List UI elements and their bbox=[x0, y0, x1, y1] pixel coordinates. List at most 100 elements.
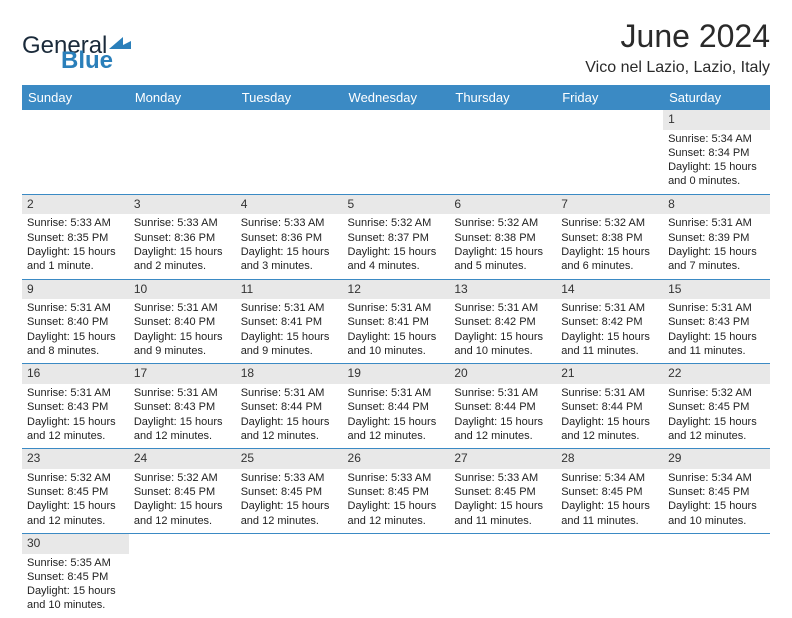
calendar-cell: 29Sunrise: 5:34 AMSunset: 8:45 PMDayligh… bbox=[663, 449, 770, 534]
calendar-cell: 26Sunrise: 5:33 AMSunset: 8:45 PMDayligh… bbox=[343, 449, 450, 534]
day-info: Sunrise: 5:31 AMSunset: 8:43 PMDaylight:… bbox=[27, 386, 124, 443]
calendar-week-row: 16Sunrise: 5:31 AMSunset: 8:43 PMDayligh… bbox=[22, 364, 770, 449]
calendar-cell: 22Sunrise: 5:32 AMSunset: 8:45 PMDayligh… bbox=[663, 364, 770, 449]
day-number: 29 bbox=[663, 449, 770, 469]
day-info: Sunrise: 5:31 AMSunset: 8:44 PMDaylight:… bbox=[241, 386, 338, 443]
calendar-cell: 20Sunrise: 5:31 AMSunset: 8:44 PMDayligh… bbox=[449, 364, 556, 449]
day-info: Sunrise: 5:34 AMSunset: 8:34 PMDaylight:… bbox=[668, 132, 765, 189]
calendar-cell: 4Sunrise: 5:33 AMSunset: 8:36 PMDaylight… bbox=[236, 194, 343, 279]
day-info: Sunrise: 5:35 AMSunset: 8:45 PMDaylight:… bbox=[27, 556, 124, 613]
logo-text-2: Blue bbox=[61, 47, 113, 75]
calendar-cell: 16Sunrise: 5:31 AMSunset: 8:43 PMDayligh… bbox=[22, 364, 129, 449]
day-number: 4 bbox=[236, 195, 343, 215]
day-info: Sunrise: 5:31 AMSunset: 8:40 PMDaylight:… bbox=[27, 301, 124, 358]
weekday-header: Thursday bbox=[449, 85, 556, 110]
day-info: Sunrise: 5:32 AMSunset: 8:45 PMDaylight:… bbox=[134, 471, 231, 528]
title-block: June 2024 Vico nel Lazio, Lazio, Italy bbox=[585, 18, 770, 77]
day-info: Sunrise: 5:31 AMSunset: 8:44 PMDaylight:… bbox=[348, 386, 445, 443]
calendar-cell: 23Sunrise: 5:32 AMSunset: 8:45 PMDayligh… bbox=[22, 449, 129, 534]
day-number: 5 bbox=[343, 195, 450, 215]
day-number: 28 bbox=[556, 449, 663, 469]
weekday-header: Monday bbox=[129, 85, 236, 110]
day-number: 17 bbox=[129, 364, 236, 384]
calendar-cell bbox=[663, 533, 770, 617]
day-number: 13 bbox=[449, 280, 556, 300]
weekday-header: Saturday bbox=[663, 85, 770, 110]
calendar-cell: 6Sunrise: 5:32 AMSunset: 8:38 PMDaylight… bbox=[449, 194, 556, 279]
calendar-cell: 25Sunrise: 5:33 AMSunset: 8:45 PMDayligh… bbox=[236, 449, 343, 534]
calendar-cell: 7Sunrise: 5:32 AMSunset: 8:38 PMDaylight… bbox=[556, 194, 663, 279]
day-info: Sunrise: 5:33 AMSunset: 8:35 PMDaylight:… bbox=[27, 216, 124, 273]
day-number: 14 bbox=[556, 280, 663, 300]
day-number: 9 bbox=[22, 280, 129, 300]
calendar-cell bbox=[236, 533, 343, 617]
day-info: Sunrise: 5:31 AMSunset: 8:43 PMDaylight:… bbox=[134, 386, 231, 443]
day-info: Sunrise: 5:32 AMSunset: 8:38 PMDaylight:… bbox=[454, 216, 551, 273]
day-info: Sunrise: 5:31 AMSunset: 8:44 PMDaylight:… bbox=[454, 386, 551, 443]
calendar-cell bbox=[236, 110, 343, 194]
weekday-header: Sunday bbox=[22, 85, 129, 110]
day-number: 12 bbox=[343, 280, 450, 300]
day-number: 24 bbox=[129, 449, 236, 469]
day-number: 22 bbox=[663, 364, 770, 384]
weekday-header: Friday bbox=[556, 85, 663, 110]
day-info: Sunrise: 5:32 AMSunset: 8:45 PMDaylight:… bbox=[27, 471, 124, 528]
day-info: Sunrise: 5:31 AMSunset: 8:39 PMDaylight:… bbox=[668, 216, 765, 273]
calendar-cell: 10Sunrise: 5:31 AMSunset: 8:40 PMDayligh… bbox=[129, 279, 236, 364]
day-info: Sunrise: 5:32 AMSunset: 8:37 PMDaylight:… bbox=[348, 216, 445, 273]
calendar-cell: 14Sunrise: 5:31 AMSunset: 8:42 PMDayligh… bbox=[556, 279, 663, 364]
calendar-cell: 2Sunrise: 5:33 AMSunset: 8:35 PMDaylight… bbox=[22, 194, 129, 279]
day-number: 8 bbox=[663, 195, 770, 215]
weekday-header: Wednesday bbox=[343, 85, 450, 110]
calendar-cell: 18Sunrise: 5:31 AMSunset: 8:44 PMDayligh… bbox=[236, 364, 343, 449]
day-number: 15 bbox=[663, 280, 770, 300]
day-info: Sunrise: 5:33 AMSunset: 8:45 PMDaylight:… bbox=[241, 471, 338, 528]
calendar-cell: 21Sunrise: 5:31 AMSunset: 8:44 PMDayligh… bbox=[556, 364, 663, 449]
calendar-cell bbox=[343, 110, 450, 194]
day-number: 23 bbox=[22, 449, 129, 469]
day-info: Sunrise: 5:31 AMSunset: 8:41 PMDaylight:… bbox=[348, 301, 445, 358]
calendar-cell: 12Sunrise: 5:31 AMSunset: 8:41 PMDayligh… bbox=[343, 279, 450, 364]
calendar-cell bbox=[343, 533, 450, 617]
calendar-table: SundayMondayTuesdayWednesdayThursdayFrid… bbox=[22, 85, 770, 618]
day-info: Sunrise: 5:31 AMSunset: 8:42 PMDaylight:… bbox=[561, 301, 658, 358]
day-number: 25 bbox=[236, 449, 343, 469]
day-info: Sunrise: 5:31 AMSunset: 8:40 PMDaylight:… bbox=[134, 301, 231, 358]
day-info: Sunrise: 5:31 AMSunset: 8:44 PMDaylight:… bbox=[561, 386, 658, 443]
day-number: 11 bbox=[236, 280, 343, 300]
day-info: Sunrise: 5:33 AMSunset: 8:36 PMDaylight:… bbox=[134, 216, 231, 273]
calendar-cell: 5Sunrise: 5:32 AMSunset: 8:37 PMDaylight… bbox=[343, 194, 450, 279]
calendar-cell: 8Sunrise: 5:31 AMSunset: 8:39 PMDaylight… bbox=[663, 194, 770, 279]
calendar-week-row: 23Sunrise: 5:32 AMSunset: 8:45 PMDayligh… bbox=[22, 449, 770, 534]
calendar-cell: 9Sunrise: 5:31 AMSunset: 8:40 PMDaylight… bbox=[22, 279, 129, 364]
day-info: Sunrise: 5:33 AMSunset: 8:45 PMDaylight:… bbox=[454, 471, 551, 528]
day-number: 3 bbox=[129, 195, 236, 215]
day-info: Sunrise: 5:31 AMSunset: 8:43 PMDaylight:… bbox=[668, 301, 765, 358]
day-number: 19 bbox=[343, 364, 450, 384]
calendar-header-row: SundayMondayTuesdayWednesdayThursdayFrid… bbox=[22, 85, 770, 110]
calendar-cell: 11Sunrise: 5:31 AMSunset: 8:41 PMDayligh… bbox=[236, 279, 343, 364]
day-number: 30 bbox=[22, 534, 129, 554]
day-info: Sunrise: 5:31 AMSunset: 8:42 PMDaylight:… bbox=[454, 301, 551, 358]
calendar-cell: 19Sunrise: 5:31 AMSunset: 8:44 PMDayligh… bbox=[343, 364, 450, 449]
day-number: 7 bbox=[556, 195, 663, 215]
day-info: Sunrise: 5:31 AMSunset: 8:41 PMDaylight:… bbox=[241, 301, 338, 358]
weekday-header: Tuesday bbox=[236, 85, 343, 110]
calendar-cell bbox=[129, 110, 236, 194]
page-title: June 2024 bbox=[585, 18, 770, 55]
calendar-cell bbox=[449, 533, 556, 617]
calendar-cell bbox=[449, 110, 556, 194]
day-number: 27 bbox=[449, 449, 556, 469]
calendar-body: 1Sunrise: 5:34 AMSunset: 8:34 PMDaylight… bbox=[22, 110, 770, 618]
calendar-week-row: 2Sunrise: 5:33 AMSunset: 8:35 PMDaylight… bbox=[22, 194, 770, 279]
day-number: 10 bbox=[129, 280, 236, 300]
day-number: 26 bbox=[343, 449, 450, 469]
calendar-cell bbox=[129, 533, 236, 617]
day-number: 2 bbox=[22, 195, 129, 215]
header: General June 2024 Vico nel Lazio, Lazio,… bbox=[22, 18, 770, 77]
calendar-cell: 1Sunrise: 5:34 AMSunset: 8:34 PMDaylight… bbox=[663, 110, 770, 194]
location: Vico nel Lazio, Lazio, Italy bbox=[585, 59, 770, 77]
calendar-cell: 3Sunrise: 5:33 AMSunset: 8:36 PMDaylight… bbox=[129, 194, 236, 279]
calendar-cell: 15Sunrise: 5:31 AMSunset: 8:43 PMDayligh… bbox=[663, 279, 770, 364]
calendar-week-row: 1Sunrise: 5:34 AMSunset: 8:34 PMDaylight… bbox=[22, 110, 770, 194]
